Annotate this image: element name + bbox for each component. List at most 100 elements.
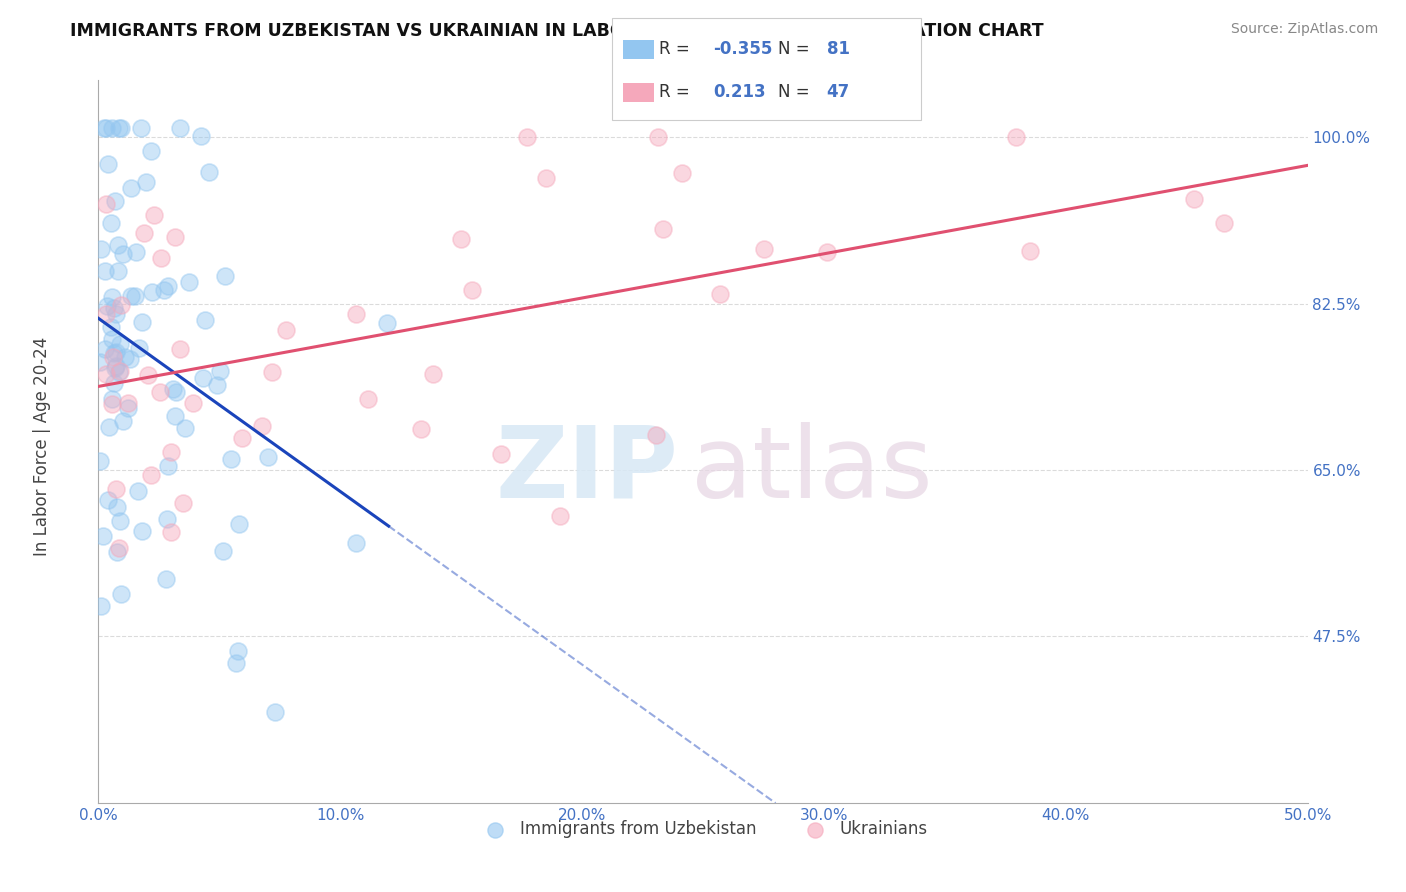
Point: [141, 285, 163, 299]
Point: [131, 314, 153, 328]
Point: [131, 524, 153, 539]
Point: [107, 237, 129, 252]
Point: [103, 301, 125, 315]
Point: [128, 341, 150, 355]
Point: [90, 599, 112, 613]
Text: 81: 81: [827, 39, 849, 58]
Point: [536, 171, 558, 186]
Point: [100, 120, 122, 135]
Point: [157, 278, 180, 293]
Point: [125, 245, 148, 260]
Point: [94, 307, 117, 321]
Point: [94, 120, 117, 135]
Point: [153, 283, 176, 297]
Point: [114, 351, 136, 365]
Point: [107, 120, 129, 135]
Point: [375, 316, 398, 330]
Point: [94, 342, 117, 356]
Point: [135, 175, 157, 189]
Point: [100, 216, 122, 230]
Point: [172, 496, 194, 510]
Point: [1005, 130, 1028, 145]
Text: -0.355: -0.355: [713, 39, 772, 58]
Point: [264, 705, 287, 719]
Text: R =: R =: [659, 83, 696, 101]
Point: [111, 246, 134, 260]
Text: ZIP: ZIP: [496, 422, 679, 519]
Point: [100, 320, 122, 334]
Point: [141, 144, 163, 158]
Point: [489, 447, 512, 461]
Point: [110, 298, 132, 312]
Point: [93, 120, 115, 135]
Point: [127, 484, 149, 499]
Point: [96, 300, 118, 314]
Point: [132, 226, 155, 240]
Text: N =: N =: [778, 39, 814, 58]
Point: [124, 289, 146, 303]
Point: [149, 384, 172, 399]
Point: [105, 359, 128, 374]
Point: [94, 197, 117, 211]
Point: [108, 336, 131, 351]
Point: [357, 392, 380, 406]
Point: [104, 483, 127, 497]
Point: [110, 587, 132, 601]
Point: [1018, 244, 1040, 259]
Point: [105, 500, 128, 514]
Point: [752, 242, 775, 256]
Point: [89, 454, 111, 468]
Point: [112, 414, 135, 428]
Point: [169, 120, 191, 135]
Point: [157, 459, 180, 474]
Point: [108, 514, 131, 528]
Point: [422, 367, 444, 381]
Point: [461, 283, 484, 297]
Point: [231, 431, 253, 445]
Point: [104, 345, 127, 359]
Point: [120, 181, 142, 195]
Point: [548, 508, 571, 523]
Point: [104, 307, 127, 321]
Point: [190, 129, 212, 144]
Point: [1182, 192, 1205, 206]
Point: [108, 541, 131, 555]
Text: R =: R =: [659, 39, 696, 58]
Text: Source: ZipAtlas.com: Source: ZipAtlas.com: [1230, 22, 1378, 37]
Text: In Labor Force | Age 20-24: In Labor Force | Age 20-24: [34, 336, 51, 556]
Point: [194, 313, 217, 327]
Point: [162, 382, 184, 396]
Point: [163, 409, 186, 424]
Point: [91, 529, 114, 543]
Point: [344, 535, 367, 549]
Point: [129, 120, 152, 135]
Point: [105, 545, 128, 559]
Point: [179, 275, 201, 289]
Point: [103, 376, 125, 390]
Point: [149, 252, 172, 266]
Point: [94, 367, 117, 381]
Point: [181, 396, 204, 410]
Point: [225, 656, 247, 670]
Point: [142, 208, 165, 222]
Point: [709, 286, 731, 301]
Point: [101, 332, 124, 346]
Point: [450, 232, 472, 246]
Point: [117, 396, 139, 410]
Point: [107, 264, 129, 278]
Text: 47: 47: [827, 83, 851, 101]
Point: [155, 572, 177, 586]
Point: [107, 365, 129, 379]
Point: [103, 194, 125, 208]
Point: [100, 397, 122, 411]
Point: [169, 342, 191, 356]
Point: [136, 368, 159, 382]
Point: [174, 421, 197, 435]
Point: [118, 351, 141, 366]
Point: [159, 525, 181, 540]
Point: [191, 371, 214, 385]
Point: [1212, 216, 1234, 230]
Point: [101, 392, 124, 406]
Point: [257, 450, 280, 465]
Point: [139, 467, 162, 482]
